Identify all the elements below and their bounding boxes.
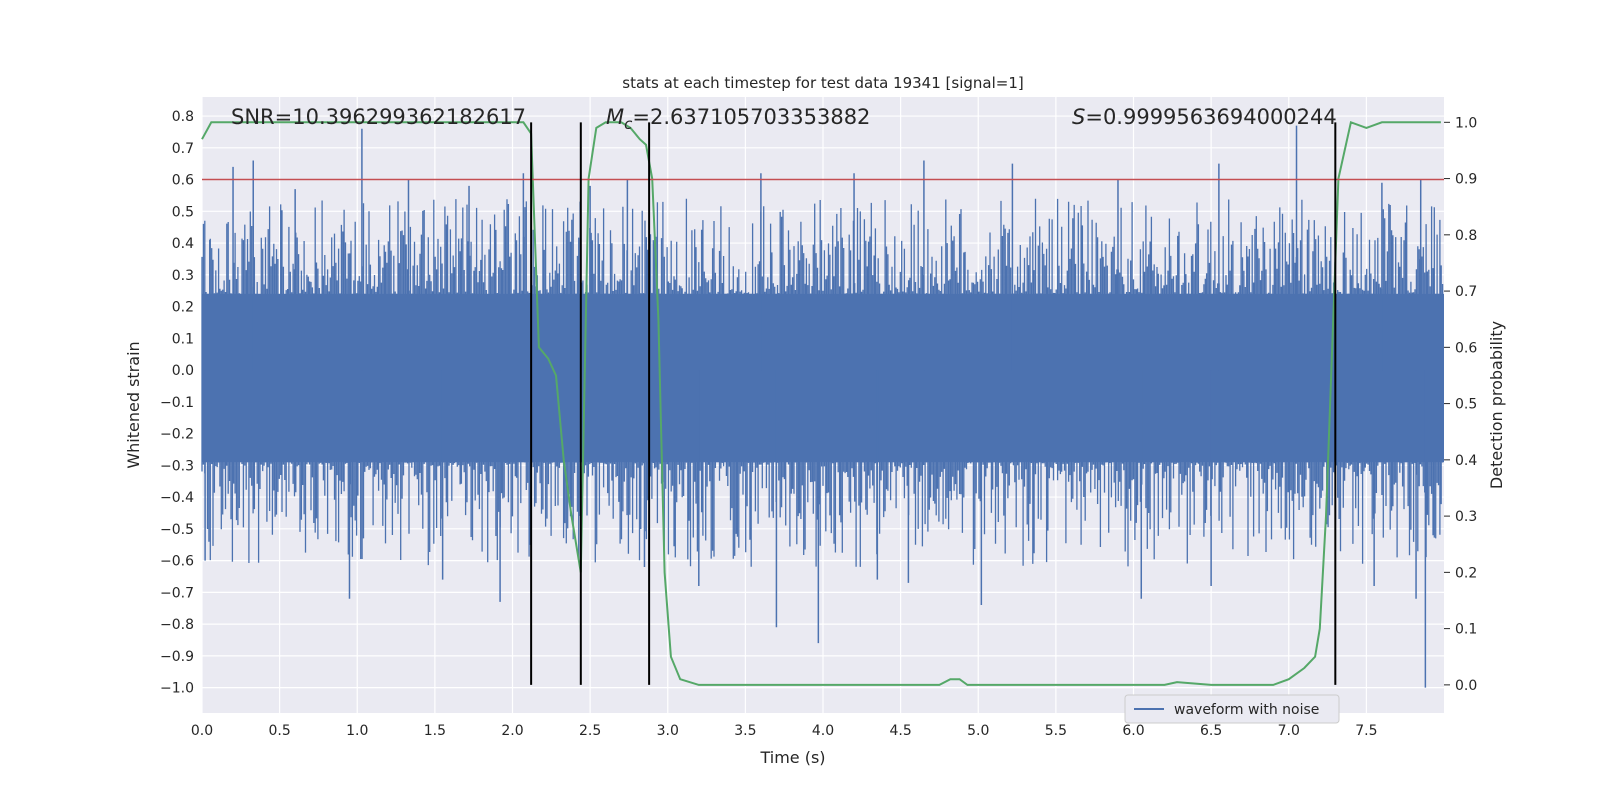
x-tick-label: 4.0 (812, 723, 834, 739)
y-left-tick-label: 0.2 (172, 300, 194, 316)
y-left-tick-label: −0.7 (160, 585, 194, 601)
y-left-tick-label: 0.7 (172, 141, 194, 157)
y-left-tick-label: −0.9 (160, 649, 194, 665)
chirp-mass-value: =2.637105703353882 (632, 105, 870, 129)
y-right-tick-label: 0.8 (1455, 228, 1477, 244)
y-right-tick-label: 0.4 (1455, 453, 1477, 469)
y-left-tick-label: −0.6 (160, 554, 194, 570)
y-left-tick-label: 0.6 (172, 173, 194, 189)
y-right-tick-label: 0.6 (1455, 340, 1477, 356)
x-tick-label: 7.5 (1355, 723, 1377, 739)
legend-box (1124, 694, 1340, 724)
x-tick-label: 5.0 (967, 723, 989, 739)
y-left-tick-label: −0.8 (160, 617, 194, 633)
y-right-tick-label: 0.7 (1455, 284, 1477, 300)
x-tick-label: 0.5 (268, 723, 290, 739)
x-tick-label: 0.0 (191, 723, 213, 739)
score-value: =0.9999563694000244 (1085, 105, 1336, 129)
y-left-axis-ticks: 0.8 0.7 0.6 0.5 0.4 0.3 0.2 0.1 0.0 −0.1 −0.2 −0.3 −… (160, 109, 194, 697)
x-tick-label: 7.0 (1278, 723, 1300, 739)
x-tick-label: 3.0 (657, 723, 679, 739)
y-left-tick-label: 0.0 (172, 363, 194, 379)
chart-title: stats at each timestep for test data 193… (622, 74, 1023, 92)
y-right-tick-label: 0.0 (1455, 678, 1477, 694)
x-axis-ticks: 0.0 0.5 1.0 1.5 2.0 2.5 3.0 3.5 4.0 4.5 5.0 5.5 6.0 6… (191, 723, 1378, 739)
waveform-trace (201, 198, 1444, 567)
y-left-axis-label: Whitened strain (124, 341, 143, 468)
reference-lines (202, 122, 1444, 685)
x-tick-label: 3.5 (734, 723, 756, 739)
chirp-mass-subscript: c (624, 115, 633, 133)
x-tick-label: 1.0 (346, 723, 368, 739)
x-tick-label: 6.0 (1122, 723, 1144, 739)
y-left-tick-label: −0.1 (160, 395, 194, 411)
waveform-series (201, 125, 1444, 688)
snr-annotation: SNR=10.396299362182617 (231, 105, 526, 129)
y-left-tick-label: −0.4 (160, 490, 194, 506)
x-tick-label: 2.5 (579, 723, 601, 739)
x-tick-label: 2.0 (501, 723, 523, 739)
y-right-tick-label: 0.9 (1455, 172, 1477, 188)
legend-label: waveform with noise (1174, 702, 1319, 718)
y-right-tick-label: 0.1 (1455, 622, 1477, 638)
chirp-mass-symbol: M (606, 105, 624, 129)
y-left-tick-label: −0.5 (160, 522, 194, 538)
y-right-tick-label: 1.0 (1455, 115, 1477, 131)
y-right-axis-label: Detection probability (1487, 321, 1506, 489)
y-left-tick-label: 0.5 (172, 204, 194, 220)
x-tick-label: 1.5 (424, 723, 446, 739)
score-symbol: S (1072, 105, 1085, 129)
y-left-tick-label: 0.1 (172, 331, 194, 347)
legend: waveform with noise (1124, 694, 1340, 724)
y-right-tick-label: 0.2 (1455, 565, 1477, 581)
x-tick-label: 4.5 (889, 723, 911, 739)
y-left-tick-label: −0.2 (160, 427, 194, 443)
y-right-axis-ticks: 1.0 0.9 0.8 0.7 0.6 0.5 0.4 0.3 0.2 0.1 0.0 (1444, 115, 1477, 694)
y-left-tick-label: 0.3 (172, 268, 194, 284)
score-annotation: S=0.9999563694000244 (1072, 105, 1337, 129)
chirp-mass-annotation: Mc=2.637105703353882 (606, 105, 870, 133)
probability-series (201, 120, 1441, 686)
x-tick-label: 6.5 (1200, 723, 1222, 739)
y-right-tick-label: 0.3 (1455, 509, 1477, 525)
probability-line (201, 120, 1441, 686)
y-left-tick-label: −0.3 (160, 458, 194, 474)
y-left-tick-label: −1.0 (160, 681, 194, 697)
y-left-tick-label: 0.4 (172, 236, 194, 252)
y-right-tick-label: 0.5 (1455, 397, 1477, 413)
x-axis-label: Time (s) (759, 748, 825, 767)
x-tick-label: 5.5 (1045, 723, 1067, 739)
y-left-tick-label: 0.8 (172, 109, 194, 125)
